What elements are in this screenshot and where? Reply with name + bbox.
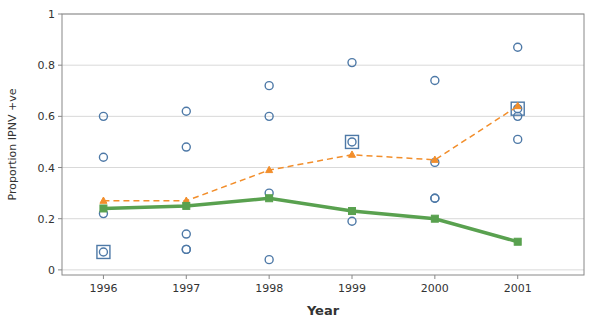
tick-label: 1999 (338, 282, 366, 295)
line-marker (349, 151, 356, 157)
point (99, 112, 107, 120)
plot-area (97, 43, 524, 263)
grid-line (62, 269, 584, 270)
tick (58, 269, 62, 270)
grid-line (62, 167, 584, 168)
tick (186, 275, 187, 279)
line-marker (431, 215, 438, 222)
line-marker (514, 102, 521, 108)
tick (58, 116, 62, 117)
point (431, 194, 439, 202)
line-marker (183, 202, 190, 209)
tick-label: 1998 (255, 282, 283, 295)
point (182, 245, 190, 253)
point (431, 194, 439, 202)
point (182, 230, 190, 238)
axis-label: Proportion IPNV +ve (6, 88, 19, 200)
tick (269, 275, 270, 279)
point (265, 112, 273, 120)
tick-label: 0.8 (38, 59, 56, 72)
tick-label: 2001 (504, 282, 532, 295)
tick-label: 0.2 (38, 213, 56, 226)
line-marker (100, 205, 107, 212)
point (346, 135, 359, 148)
tick-label: 1996 (89, 282, 117, 295)
tick (58, 218, 62, 219)
point (348, 59, 356, 67)
point (265, 82, 273, 90)
grid-line (62, 116, 584, 117)
line (103, 106, 517, 201)
line-marker (349, 208, 356, 215)
tick (352, 275, 353, 279)
line-marker (514, 238, 521, 245)
point (182, 107, 190, 115)
line-marker (266, 195, 273, 202)
point (182, 143, 190, 151)
tick (434, 275, 435, 279)
axis-label: Year (306, 303, 340, 318)
grid-line (62, 65, 584, 66)
tick (103, 275, 104, 279)
point (182, 245, 190, 253)
tick (58, 167, 62, 168)
tick-label: 1997 (172, 282, 200, 295)
plot-frame (62, 14, 584, 275)
point (99, 153, 107, 161)
tick-label: 0 (48, 264, 55, 277)
tick-label: 1 (48, 8, 55, 21)
tick-label: 2000 (421, 282, 449, 295)
point (348, 217, 356, 225)
point (514, 135, 522, 143)
tick (58, 65, 62, 66)
line-marker (100, 197, 107, 203)
point (99, 248, 107, 256)
tick-label: 0.6 (38, 110, 56, 123)
tick (517, 275, 518, 279)
chart: 0 0.2 0.4 0.6 0.8 1 1996 1997 1998 1999 2000 2001 Ye… (0, 0, 600, 323)
point (431, 77, 439, 85)
point (348, 138, 356, 146)
point (514, 112, 522, 120)
tick (58, 14, 62, 15)
line-marker (431, 156, 438, 162)
grid-line (62, 218, 584, 219)
line-marker (266, 166, 273, 172)
point (514, 43, 522, 51)
point (265, 256, 273, 264)
line (103, 198, 517, 242)
tick-label: 0.4 (38, 162, 56, 175)
point (97, 245, 110, 258)
